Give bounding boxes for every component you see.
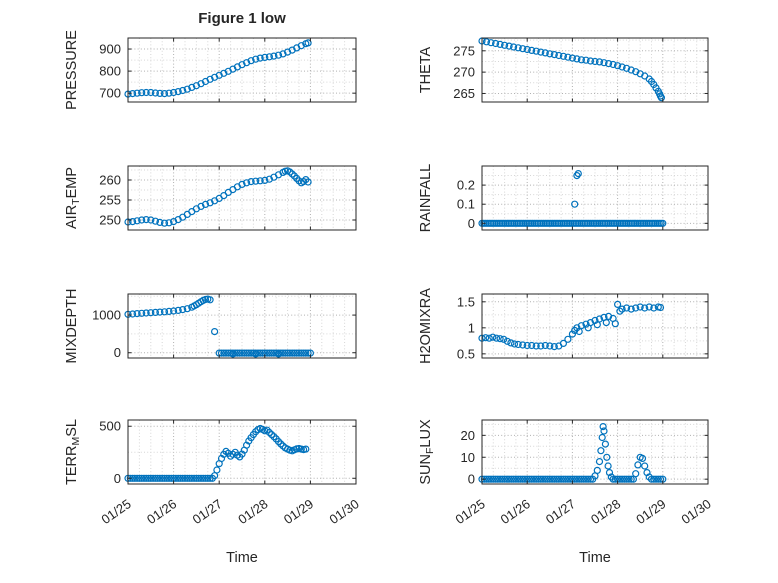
grid-lines <box>482 38 708 102</box>
y-tick-labels: 0 500 <box>99 419 121 486</box>
y-tick-labels: 265 270 275 <box>453 43 475 101</box>
axes-box <box>127 37 357 103</box>
subplot-theta: 265 270 275 THETA <box>418 37 709 103</box>
y-axis-label: TERRMSL <box>64 419 82 485</box>
data-points <box>124 424 310 482</box>
tick-marks <box>127 294 357 358</box>
data-points <box>478 300 665 351</box>
svg-text:01/30: 01/30 <box>326 496 361 527</box>
subplot-rainfall: 0 0.1 0.2 RAINFALL <box>418 164 709 233</box>
y-axis-label: H2OMIXRA <box>418 288 434 364</box>
axes-box <box>127 419 357 485</box>
subplot-mixdepth: 0 1000 MIXDEPTH <box>64 289 357 364</box>
grid-lines <box>482 420 708 484</box>
grid-lines <box>128 294 356 358</box>
svg-text:900: 900 <box>99 42 121 57</box>
svg-text:01/26: 01/26 <box>144 496 179 527</box>
svg-text:10: 10 <box>461 450 475 465</box>
svg-text:1.5: 1.5 <box>457 294 475 309</box>
y-tick-labels: 0 10 20 <box>461 428 475 487</box>
svg-text:255: 255 <box>99 193 121 208</box>
svg-text:260: 260 <box>99 173 121 188</box>
data-points <box>478 37 665 102</box>
y-axis-label: SUNFLUX <box>418 419 436 485</box>
svg-text:01/29: 01/29 <box>281 496 316 527</box>
svg-text:800: 800 <box>99 64 121 79</box>
svg-text:01/27: 01/27 <box>190 496 225 527</box>
svg-text:0: 0 <box>468 216 475 231</box>
svg-text:700: 700 <box>99 86 121 101</box>
axes-box <box>481 37 709 103</box>
grid-lines <box>128 38 356 102</box>
y-axis-label: RAINFALL <box>418 164 434 233</box>
x-tick-labels: 01/25 01/26 01/27 01/28 01/29 01/30 <box>98 496 361 527</box>
grid-lines <box>482 166 708 230</box>
y-tick-labels: 0 1000 <box>92 308 121 361</box>
x-axis-label: Time <box>579 550 611 566</box>
svg-text:0.2: 0.2 <box>457 178 475 193</box>
y-axis-label: MIXDEPTH <box>64 289 80 364</box>
y-tick-labels: 700 800 900 <box>99 42 121 101</box>
svg-text:0: 0 <box>114 345 121 360</box>
tick-marks <box>481 420 709 484</box>
tick-marks <box>481 38 709 102</box>
data-points <box>478 423 667 483</box>
tick-marks <box>127 38 357 102</box>
svg-text:1: 1 <box>468 320 475 335</box>
y-tick-labels: 0 0.1 0.2 <box>457 178 475 231</box>
axes-box <box>127 165 357 231</box>
svg-text:275: 275 <box>453 43 475 58</box>
y-axis-label: AIRTEMP <box>64 167 82 229</box>
svg-text:01/28: 01/28 <box>588 496 623 527</box>
svg-text:265: 265 <box>453 86 475 101</box>
data-points <box>124 167 312 227</box>
svg-text:0.5: 0.5 <box>457 346 475 361</box>
subplot-pressure: 700 800 900 PRESSURE <box>64 30 357 110</box>
svg-text:500: 500 <box>99 419 121 434</box>
axes-box <box>481 165 709 231</box>
svg-text:250: 250 <box>99 213 121 228</box>
svg-text:01/25: 01/25 <box>98 496 133 527</box>
tick-marks <box>481 294 709 358</box>
axes-box <box>127 293 357 359</box>
svg-text:0.1: 0.1 <box>457 197 475 212</box>
svg-text:01/25: 01/25 <box>452 496 487 527</box>
subplot-terrmsl: 0 500 TERRMSL 01/25 01/26 01/27 01/28 01/29 01/3… <box>64 419 362 566</box>
svg-text:01/30: 01/30 <box>678 496 713 527</box>
svg-text:270: 270 <box>453 65 475 80</box>
y-tick-labels: 250 255 260 <box>99 173 121 228</box>
axes-box <box>481 293 709 359</box>
tick-marks <box>481 166 709 230</box>
svg-text:01/26: 01/26 <box>498 496 533 527</box>
svg-text:01/29: 01/29 <box>633 496 668 527</box>
subplot-airtemp: 250 255 260 AIRTEMP <box>64 165 357 231</box>
svg-text:1000: 1000 <box>92 308 121 323</box>
y-axis-label: PRESSURE <box>64 30 80 110</box>
grid-lines <box>128 166 356 230</box>
svg-text:0: 0 <box>114 471 121 486</box>
x-axis-label: Time <box>226 550 258 566</box>
data-points <box>478 170 667 227</box>
axes-box <box>481 419 709 485</box>
y-tick-labels: 0.5 1 1.5 <box>457 294 475 361</box>
figure-title: Figure 1 low <box>198 10 286 27</box>
svg-text:0: 0 <box>468 472 475 487</box>
svg-text:01/28: 01/28 <box>235 496 270 527</box>
tick-marks <box>127 420 357 484</box>
x-tick-labels: 01/25 01/26 01/27 01/28 01/29 01/30 <box>452 496 713 527</box>
data-points <box>124 39 312 98</box>
subplot-h2omixra: 0.5 1 1.5 H2OMIXRA <box>418 288 709 364</box>
svg-text:01/27: 01/27 <box>543 496 578 527</box>
y-axis-label: THETA <box>418 46 434 93</box>
svg-text:20: 20 <box>461 428 475 443</box>
tick-marks <box>127 166 357 230</box>
